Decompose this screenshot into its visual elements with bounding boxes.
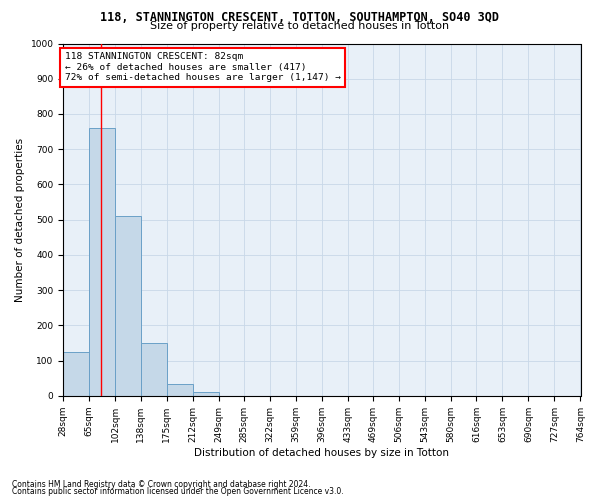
Text: 118, STANNINGTON CRESCENT, TOTTON, SOUTHAMPTON, SO40 3QD: 118, STANNINGTON CRESCENT, TOTTON, SOUTH…: [101, 11, 499, 24]
Bar: [193, 392, 218, 396]
Text: Size of property relative to detached houses in Totton: Size of property relative to detached ho…: [151, 21, 449, 31]
Y-axis label: Number of detached properties: Number of detached properties: [15, 138, 25, 302]
Text: Contains public sector information licensed under the Open Government Licence v3: Contains public sector information licen…: [12, 487, 344, 496]
Text: Contains HM Land Registry data © Crown copyright and database right 2024.: Contains HM Land Registry data © Crown c…: [12, 480, 311, 489]
Bar: [115, 216, 140, 396]
Bar: [167, 384, 193, 396]
Bar: [89, 128, 115, 396]
Bar: [140, 343, 167, 396]
X-axis label: Distribution of detached houses by size in Totton: Distribution of detached houses by size …: [194, 448, 449, 458]
Bar: [63, 352, 89, 396]
Text: 118 STANNINGTON CRESCENT: 82sqm
← 26% of detached houses are smaller (417)
72% o: 118 STANNINGTON CRESCENT: 82sqm ← 26% of…: [65, 52, 341, 82]
